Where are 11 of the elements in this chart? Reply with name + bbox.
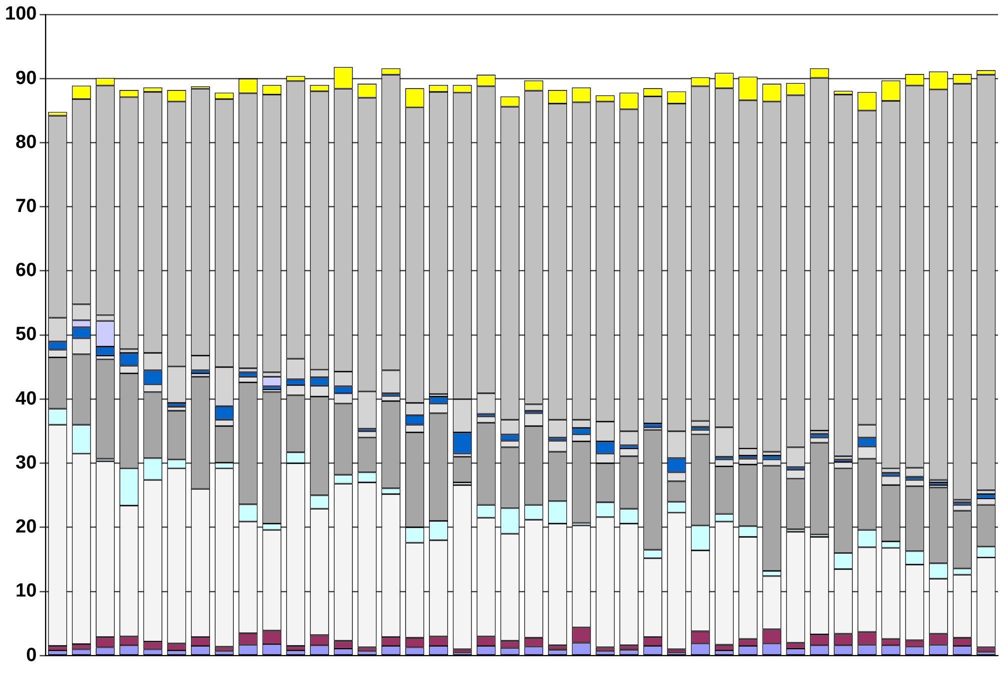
y-tick-label: 90 bbox=[16, 68, 37, 89]
y-tick-label: 10 bbox=[16, 580, 37, 602]
y-tick-label: 80 bbox=[16, 132, 37, 153]
y-tick-label: 100 bbox=[5, 4, 37, 25]
y-tick-label: 0 bbox=[26, 644, 37, 666]
y-tick-label: 70 bbox=[16, 196, 37, 217]
y-tick-label: 50 bbox=[16, 324, 37, 346]
y-tick-label: 60 bbox=[16, 260, 37, 282]
y-tick-label: 30 bbox=[16, 452, 37, 474]
y-tick-label: 40 bbox=[16, 388, 37, 410]
y-tick-label: 20 bbox=[16, 516, 37, 538]
